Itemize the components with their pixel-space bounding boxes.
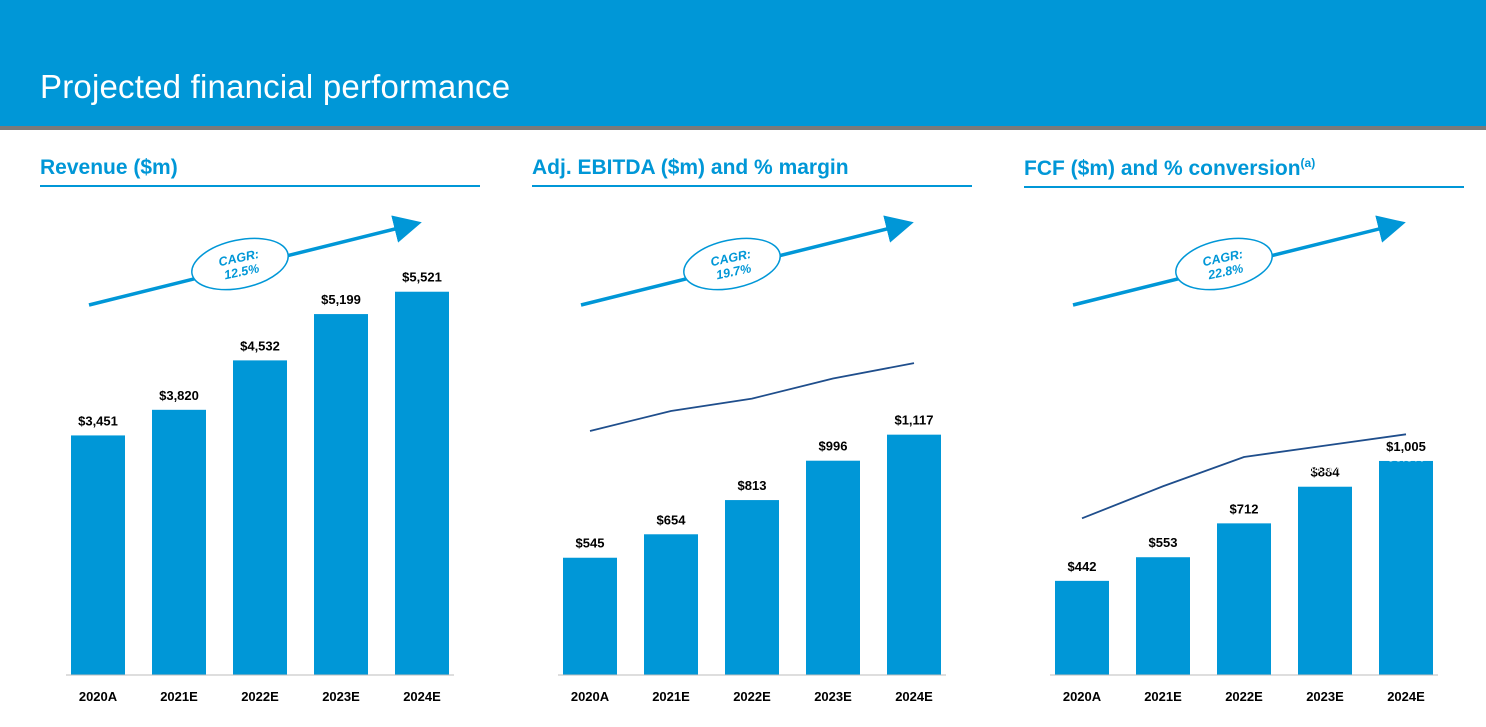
ebitda-chart: CAGR:19.7%$5452020A$6542021E$8132022E$99… xyxy=(558,215,946,704)
revenue-value-label: $5,521 xyxy=(402,270,442,285)
page-title: Projected financial performance xyxy=(40,68,511,105)
fcf-cagr-bubble xyxy=(1175,237,1273,291)
fcf-bar-2024E xyxy=(1379,460,1433,675)
revenue-category-label: 2021E xyxy=(160,689,198,704)
revenue-panel: Revenue ($m) CAGR: 12.5% $3,451 2020A $3,820… xyxy=(40,150,480,720)
ebitda-cagr-bubble xyxy=(683,237,781,291)
revenue-chart-title: Revenue ($m) xyxy=(40,156,480,187)
fcf-value-label: $553 xyxy=(1149,535,1178,550)
header-banner xyxy=(0,0,1486,126)
ebitda-category-label: 2024E xyxy=(895,689,933,704)
fcf-line-label: 84.5% xyxy=(1145,501,1182,516)
fcf-line-label: 81.1% xyxy=(1064,533,1101,548)
ebitda-panel: Adj. EBITDA ($m) and % margin CAGR: 19.7%… xyxy=(532,150,972,720)
ebitda-bar-2022E xyxy=(725,500,779,675)
ebitda-line-series xyxy=(589,362,915,432)
fcf-value-label: $712 xyxy=(1230,501,1259,516)
fcf-line-label: 90.0% xyxy=(1388,449,1425,464)
fcf-title-footnote: (a) xyxy=(1300,156,1316,170)
ebitda-category-label: 2023E xyxy=(814,689,852,704)
revenue-bar-2021E xyxy=(152,409,206,675)
revenue-category-label: 2020A xyxy=(79,689,118,704)
revenue-bar-2020A xyxy=(71,435,125,675)
revenue-chart: CAGR:12.5%$3,4512020A$3,8202021E$4,53220… xyxy=(66,215,454,704)
fcf-value-label: $884 xyxy=(1311,465,1341,480)
revenue-value-label: $3,820 xyxy=(159,388,199,403)
revenue-category-label: 2022E xyxy=(241,689,279,704)
fcf-line-series xyxy=(1081,433,1407,520)
fcf-title-text: FCF ($m) and % conversion xyxy=(1024,157,1301,180)
revenue-bar-2024E xyxy=(395,291,449,675)
ebitda-bar-2020A xyxy=(563,557,617,675)
fcf-category-label: 2021E xyxy=(1144,689,1182,704)
revenue-title-text: Revenue ($m) xyxy=(40,156,178,179)
fcf-category-label: 2020A xyxy=(1063,689,1102,704)
fcf-category-label: 2022E xyxy=(1225,689,1263,704)
fcf-value-label: $442 xyxy=(1068,559,1097,574)
revenue-cagr-bubble xyxy=(191,237,289,291)
revenue-category-label: 2024E xyxy=(403,689,441,704)
ebitda-value-label: $545 xyxy=(576,536,605,551)
ebitda-bar-2023E xyxy=(806,460,860,675)
ebitda-title-text: Adj. EBITDA ($m) and % margin xyxy=(532,156,849,179)
ebitda-chart-title: Adj. EBITDA ($m) and % margin xyxy=(532,156,972,187)
fcf-bar-2020A xyxy=(1055,580,1109,675)
fcf-bar-2023E xyxy=(1298,486,1352,675)
fcf-panel: FCF ($m) and % conversion(a) CAGR: 22.8% $… xyxy=(1024,150,1464,720)
ebitda-category-label: 2021E xyxy=(652,689,690,704)
fcf-chart: CAGR:22.8%$4422020A$5532021E$7122022E$88… xyxy=(1050,215,1438,704)
revenue-category-label: 2023E xyxy=(322,689,360,704)
ebitda-line-label: 19.2% xyxy=(815,394,852,409)
ebitda-bar-2024E xyxy=(887,434,941,675)
ebitda-value-label: $813 xyxy=(738,478,767,493)
fcf-category-label: 2023E xyxy=(1306,689,1344,704)
ebitda-line-label: 15.8% xyxy=(572,446,609,461)
ebitda-line-label: 20.2% xyxy=(896,378,933,393)
revenue-value-label: $5,199 xyxy=(321,292,361,307)
ebitda-line-label: 17.1% xyxy=(653,426,690,441)
fcf-value-label: $1,005 xyxy=(1386,439,1426,454)
revenue-value-label: $4,532 xyxy=(240,338,280,353)
fcf-line-label: 87.6% xyxy=(1226,472,1263,487)
fcf-chart-title: FCF ($m) and % conversion(a) xyxy=(1024,156,1464,188)
ebitda-line-label: 17.9% xyxy=(734,414,771,429)
ebitda-value-label: $654 xyxy=(657,512,687,527)
ebitda-category-label: 2022E xyxy=(733,689,771,704)
ebitda-value-label: $1,117 xyxy=(894,413,933,428)
header-divider xyxy=(0,126,1486,130)
fcf-bar-2022E xyxy=(1217,523,1271,675)
revenue-bar-2022E xyxy=(233,360,287,675)
ebitda-category-label: 2020A xyxy=(571,689,610,704)
ebitda-value-label: $996 xyxy=(819,439,848,454)
fcf-category-label: 2024E xyxy=(1387,689,1425,704)
revenue-value-label: $3,451 xyxy=(78,413,118,428)
fcf-line-label: 88.8% xyxy=(1307,461,1344,476)
fcf-bar-2021E xyxy=(1136,557,1190,675)
ebitda-bar-2021E xyxy=(644,534,698,675)
revenue-bar-2023E xyxy=(314,314,368,675)
